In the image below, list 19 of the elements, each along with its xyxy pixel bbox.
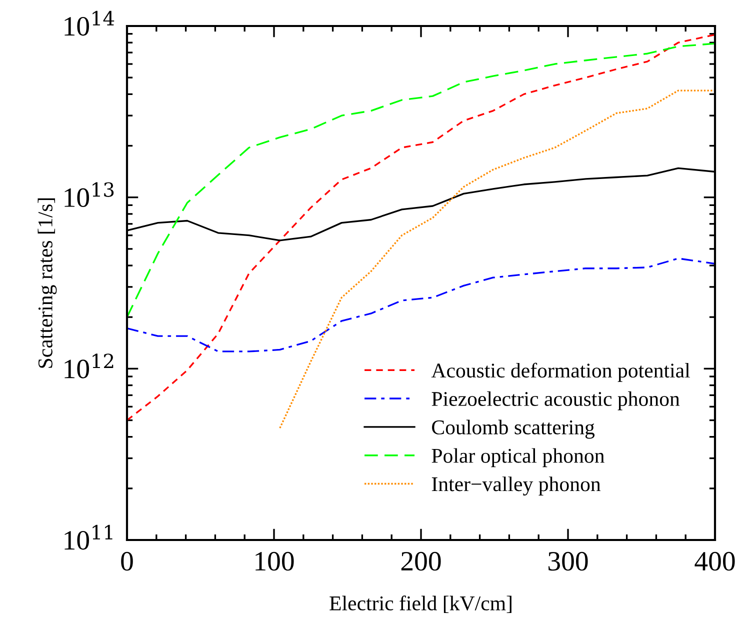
y-axis-title: Scattering rates [1/s] — [38, 198, 57, 368]
x-tick-label: 300 — [548, 552, 588, 571]
line-series — [127, 34, 715, 422]
line-series — [127, 42, 715, 318]
legend-label: Coulomb scattering — [432, 420, 595, 439]
legend-label: Acoustic deformation potential — [431, 362, 690, 382]
legend-label: Piezoelectric acoustic phonon — [432, 391, 680, 410]
x-tick-label: 0 — [121, 552, 133, 571]
y-tick-label: 10$^{13}$ — [64, 182, 114, 208]
legend-label: Inter−valley phonon — [432, 476, 601, 496]
x-axis-title: Electric field [kV/cm] — [330, 596, 512, 613]
legend-label: Polar optical phonon — [432, 448, 604, 468]
x-tick-label: 200 — [401, 552, 441, 571]
x-tick-label: 100 — [256, 552, 294, 571]
y-tick-label: 10$^{11}$ — [64, 524, 112, 550]
y-tick-label: 10$^{14}$ — [64, 10, 114, 36]
line-series — [127, 258, 715, 352]
x-tick-label: 400 — [694, 552, 735, 571]
y-tick-label: 10$^{12}$ — [64, 354, 114, 378]
